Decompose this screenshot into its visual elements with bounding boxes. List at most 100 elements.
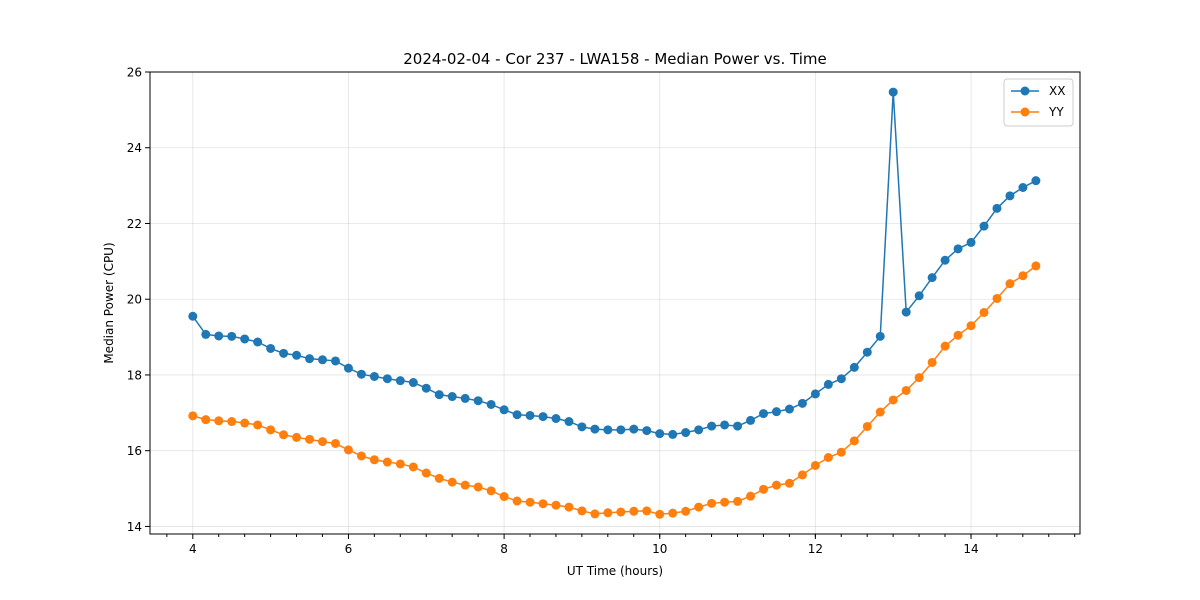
series-xx	[188, 87, 1041, 439]
data-point-yy	[733, 496, 743, 506]
data-point-xx	[227, 331, 237, 341]
data-point-yy	[421, 468, 431, 478]
data-point-xx	[188, 311, 198, 321]
data-point-yy	[1018, 271, 1028, 281]
data-point-yy	[927, 357, 937, 367]
data-point-xx	[979, 221, 989, 231]
data-point-xx	[421, 383, 431, 393]
legend: XX YY	[1003, 78, 1074, 127]
y-tick-label: 22	[127, 217, 142, 231]
x-tick-label: 12	[808, 542, 823, 556]
plot-area	[150, 72, 1080, 534]
data-point-yy	[694, 502, 704, 512]
data-point-xx	[849, 362, 859, 372]
data-point-yy	[564, 502, 574, 512]
data-point-yy	[1005, 279, 1015, 289]
data-point-yy	[849, 436, 859, 446]
data-point-xx	[707, 421, 717, 431]
data-point-xx	[823, 379, 833, 389]
data-point-yy	[188, 411, 198, 421]
data-point-xx	[292, 350, 302, 360]
data-point-xx	[305, 354, 315, 364]
data-point-xx	[499, 405, 509, 415]
data-point-yy	[551, 500, 561, 510]
data-point-xx	[875, 331, 885, 341]
data-point-yy	[214, 416, 224, 426]
data-point-xx	[434, 390, 444, 400]
data-point-yy	[668, 508, 678, 518]
data-point-xx	[525, 410, 535, 420]
data-point-xx	[318, 355, 328, 365]
data-point-xx	[460, 393, 470, 403]
data-point-yy	[707, 498, 717, 508]
data-point-xx	[836, 374, 846, 384]
data-point-yy	[447, 477, 457, 487]
data-point-xx	[966, 237, 976, 247]
data-point-yy	[823, 453, 833, 463]
data-point-yy	[343, 445, 353, 455]
x-tick-label: 6	[345, 542, 353, 556]
data-point-xx	[330, 356, 340, 366]
y-tick-label: 16	[127, 444, 142, 458]
y-tick-label: 20	[127, 293, 142, 307]
data-point-xx	[240, 334, 250, 344]
data-point-xx	[369, 371, 379, 381]
series-yy	[188, 261, 1041, 519]
data-point-xx	[1018, 183, 1028, 192]
data-point-yy	[408, 462, 418, 472]
data-point-yy	[318, 437, 328, 447]
data-point-xx	[901, 307, 911, 317]
data-point-xx	[486, 399, 496, 409]
data-point-yy	[473, 482, 483, 492]
data-point-xx	[655, 429, 665, 439]
data-point-xx	[616, 425, 626, 435]
data-point-yy	[525, 497, 535, 507]
data-point-xx	[759, 409, 769, 419]
data-point-xx	[356, 369, 366, 379]
data-point-yy	[486, 486, 496, 496]
data-point-xx	[512, 410, 522, 420]
data-point-xx	[279, 348, 289, 358]
data-point-xx	[642, 426, 652, 436]
data-point-yy	[590, 509, 600, 519]
data-point-xx	[382, 374, 392, 384]
data-point-yy	[888, 395, 898, 405]
data-point-yy	[330, 438, 340, 448]
data-point-yy	[914, 373, 924, 383]
data-point-xx	[395, 376, 405, 386]
data-point-yy	[1031, 261, 1041, 271]
data-point-xx	[746, 415, 756, 425]
data-point-xx	[201, 329, 211, 339]
series-group	[188, 87, 1041, 519]
data-point-xx	[266, 343, 276, 353]
data-point-xx	[577, 422, 587, 432]
data-point-yy	[292, 432, 302, 442]
data-point-xx	[1031, 176, 1041, 186]
data-point-yy	[862, 421, 872, 431]
data-point-xx	[408, 378, 418, 388]
data-point-xx	[668, 429, 678, 439]
data-point-yy	[966, 321, 976, 331]
data-point-xx	[1005, 191, 1015, 201]
data-point-xx	[940, 255, 950, 265]
data-point-yy	[642, 506, 652, 516]
data-point-yy	[538, 499, 548, 509]
data-point-xx	[590, 424, 600, 434]
data-point-xx	[473, 396, 483, 406]
data-point-xx	[953, 244, 963, 254]
data-point-xx	[720, 420, 730, 430]
data-point-yy	[279, 430, 289, 440]
data-point-yy	[979, 307, 989, 317]
data-point-yy	[201, 415, 211, 425]
data-point-yy	[655, 509, 665, 519]
data-point-yy	[356, 451, 366, 461]
legend-marker-yy	[1020, 107, 1030, 117]
data-point-xx	[992, 203, 1002, 213]
legend-label-xx: XX	[1049, 84, 1065, 98]
data-point-xx	[784, 404, 794, 414]
y-tick-label: 26	[127, 66, 142, 80]
data-point-xx	[733, 421, 743, 431]
data-point-yy	[382, 457, 392, 467]
data-point-xx	[914, 291, 924, 301]
